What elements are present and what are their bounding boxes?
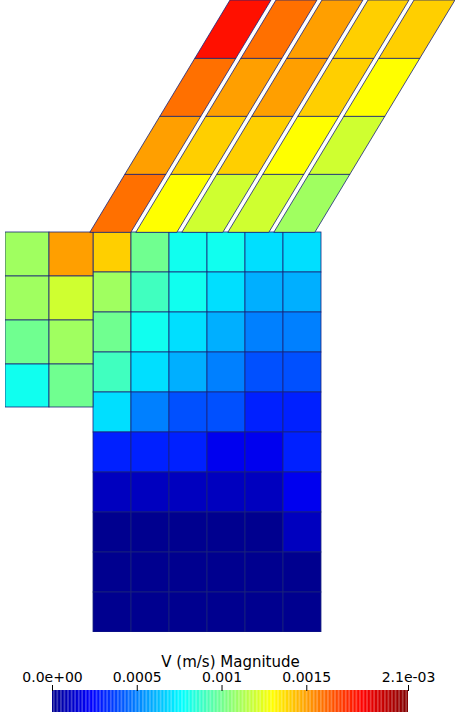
svg-text:0.0015: 0.0015 [282, 668, 332, 685]
svg-text:0.0005: 0.0005 [113, 669, 162, 685]
svg-text:0.0e+00: 0.0e+00 [22, 669, 82, 685]
svg-text:V (m/s) Magnitude: V (m/s) Magnitude [161, 653, 299, 671]
svg-text:0.001: 0.001 [202, 668, 243, 685]
svg-text:2.1e-03: 2.1e-03 [382, 669, 436, 685]
